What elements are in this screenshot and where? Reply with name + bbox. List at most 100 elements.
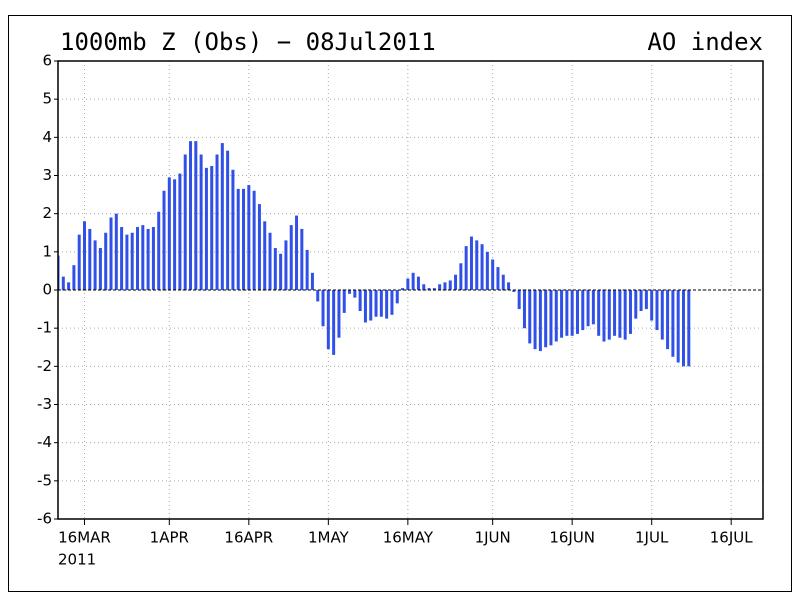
bar	[501, 274, 505, 290]
bar	[141, 225, 145, 290]
bar	[342, 290, 346, 313]
y-tick-label: 6	[42, 52, 52, 70]
bar	[602, 290, 606, 342]
bar	[226, 150, 230, 290]
y-tick-label: -2	[37, 357, 52, 375]
bar	[676, 290, 680, 363]
bar	[522, 290, 526, 329]
bar	[681, 290, 685, 367]
bar	[432, 288, 436, 290]
x-tick-label: 16JUN	[549, 529, 595, 547]
bar	[443, 282, 447, 290]
bar	[454, 274, 458, 290]
y-tick-label: 1	[42, 242, 52, 260]
bar	[61, 276, 65, 290]
x-tick-label: 16MAR	[58, 529, 111, 547]
bar	[575, 290, 579, 334]
bar	[687, 290, 691, 367]
bar	[93, 240, 97, 290]
bar	[650, 290, 654, 321]
bar	[348, 290, 352, 294]
bar	[639, 290, 643, 311]
y-tick-label: 3	[42, 166, 52, 184]
bar	[422, 284, 426, 290]
bar	[199, 154, 203, 290]
chart-subtitle: AO index	[647, 28, 763, 56]
bar	[512, 290, 516, 292]
x-tick-label: 1MAY	[308, 529, 350, 547]
bar	[252, 190, 256, 290]
bar	[628, 290, 632, 334]
bar	[183, 154, 187, 290]
bar	[77, 234, 81, 290]
bar	[189, 141, 193, 290]
bar	[517, 290, 521, 310]
y-tick-label: -4	[37, 433, 52, 451]
frame	[8, 15, 792, 592]
bar	[289, 225, 293, 290]
bar	[151, 227, 155, 290]
bar	[469, 236, 473, 290]
plot-border	[57, 60, 764, 520]
bar	[554, 290, 558, 342]
bar	[644, 290, 648, 310]
y-tick-label: -1	[37, 319, 52, 337]
bar	[231, 169, 235, 290]
y-tick-label: -3	[37, 395, 52, 413]
bar	[597, 290, 601, 336]
bar	[416, 276, 420, 290]
bar	[565, 290, 569, 336]
bar	[374, 290, 378, 317]
bar	[390, 290, 394, 315]
x-tick-label: 16APR	[224, 529, 273, 547]
bar	[146, 228, 150, 290]
bar	[533, 290, 537, 350]
bar	[660, 290, 664, 340]
bar	[655, 290, 659, 331]
bar	[448, 280, 452, 290]
bar	[671, 290, 675, 357]
bar	[263, 221, 267, 290]
bar	[242, 188, 246, 290]
bar	[570, 290, 574, 336]
bar	[257, 204, 261, 290]
bar	[586, 290, 590, 327]
bar	[591, 290, 595, 325]
bar	[358, 290, 362, 311]
bar	[411, 272, 415, 290]
bar	[120, 227, 124, 290]
bar	[125, 234, 129, 290]
bar	[162, 190, 166, 290]
bar	[464, 246, 468, 290]
bar	[634, 290, 638, 319]
bar	[613, 290, 617, 336]
bar	[130, 232, 134, 290]
bar	[178, 173, 182, 290]
x-tick-label: 16MAY	[383, 529, 434, 547]
y-tick-label: 0	[42, 281, 52, 299]
bar	[114, 213, 118, 290]
y-tick-label: 5	[42, 90, 52, 108]
bar	[385, 290, 389, 319]
bar	[210, 165, 214, 290]
bar	[507, 282, 511, 290]
bar	[623, 290, 627, 340]
bar	[607, 290, 611, 340]
bar	[284, 240, 288, 290]
bar	[236, 188, 240, 290]
bar	[279, 253, 283, 290]
bar	[326, 290, 330, 350]
bar	[475, 240, 479, 290]
bar	[167, 177, 171, 290]
bar	[316, 290, 320, 302]
bar	[401, 288, 405, 290]
bar	[496, 267, 500, 290]
bar	[369, 290, 373, 321]
bar	[72, 265, 76, 290]
bar	[300, 228, 304, 290]
bar	[157, 211, 161, 290]
bar	[480, 244, 484, 290]
bar	[459, 263, 463, 290]
bar	[353, 290, 357, 298]
bar	[67, 282, 71, 290]
